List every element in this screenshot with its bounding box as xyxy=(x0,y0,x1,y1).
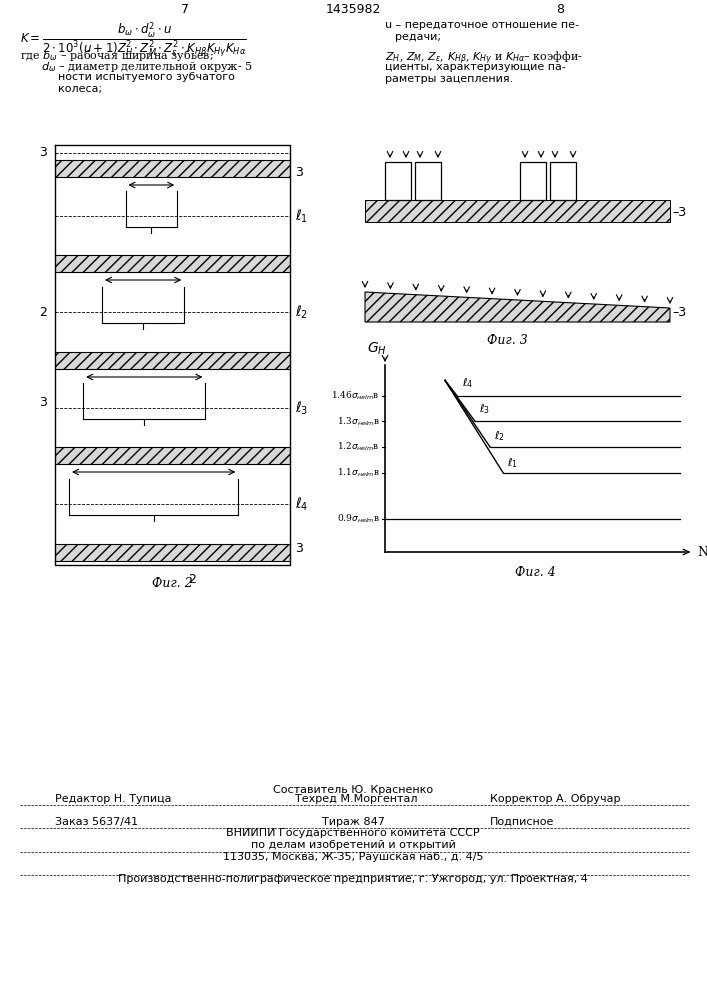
Text: $\ell_1$: $\ell_1$ xyxy=(507,456,518,470)
Text: циенты, характеризующие па-: циенты, характеризующие па- xyxy=(385,62,566,72)
Text: ВНИИПИ Государственного комитета СССР: ВНИИПИ Государственного комитета СССР xyxy=(226,828,480,838)
Text: 1.1$\sigma_{нelm}$в: 1.1$\sigma_{нelm}$в xyxy=(337,466,380,479)
Text: $K = \dfrac{b_{\omega} \cdot d_{\omega}^{2} \cdot u}{2 \cdot 10^{3}(u+1) Z_{H}^{: $K = \dfrac{b_{\omega} \cdot d_{\omega}^… xyxy=(20,20,247,59)
Text: 1435982: 1435982 xyxy=(325,3,380,16)
Bar xyxy=(55,544,290,561)
Text: Корректор А. Обручар: Корректор А. Обручар xyxy=(490,794,621,804)
Text: Техред М.Моргентал: Техред М.Моргентал xyxy=(295,794,418,804)
Bar xyxy=(520,162,546,200)
Text: Составитель Ю. Красненко: Составитель Ю. Красненко xyxy=(273,785,433,795)
Text: 3: 3 xyxy=(39,396,47,410)
Bar xyxy=(55,255,290,272)
Text: $\ell_1$: $\ell_1$ xyxy=(295,207,308,225)
Text: $d_{\omega}$ – диаметр делительной окруж- 5: $d_{\omega}$ – диаметр делительной окруж… xyxy=(20,60,252,74)
Text: $\ell_4$: $\ell_4$ xyxy=(295,495,308,513)
Text: –3: –3 xyxy=(672,306,686,318)
Bar xyxy=(365,200,670,222)
Text: Производственно-полиграфическое предприятие, г. Ужгород, ул. Проектная, 4: Производственно-полиграфическое предприя… xyxy=(118,874,588,884)
Text: $\ell_2$: $\ell_2$ xyxy=(295,303,308,321)
Text: редачи;: редачи; xyxy=(395,32,441,42)
Text: по делам изобретений и открытий: по делам изобретений и открытий xyxy=(250,840,455,850)
Bar xyxy=(55,447,290,464)
Bar xyxy=(385,162,411,200)
Bar xyxy=(55,160,290,177)
Text: $\ell_2$: $\ell_2$ xyxy=(494,429,505,443)
Text: 0.9$\sigma_{нelm}$в: 0.9$\sigma_{нelm}$в xyxy=(337,512,380,525)
Text: $\ell_3$: $\ell_3$ xyxy=(295,399,308,417)
Text: Подписное: Подписное xyxy=(490,817,554,827)
Text: Фиг. 3: Фиг. 3 xyxy=(487,334,528,347)
Text: раметры зацепления.: раметры зацепления. xyxy=(385,74,513,84)
Text: –3: –3 xyxy=(672,206,686,219)
Bar xyxy=(550,162,576,200)
Text: 2: 2 xyxy=(189,573,197,586)
Text: $\ell_4$: $\ell_4$ xyxy=(462,376,473,390)
Text: 1.46$\sigma_{нelm}$в: 1.46$\sigma_{нelm}$в xyxy=(332,389,380,402)
Text: $\ell_3$: $\ell_3$ xyxy=(479,403,490,416)
Text: $Z_H$, $Z_M$, $Z_\varepsilon$, $K_{H\beta}$, $K_{H\gamma}$ и $K_{H\alpha}$– коэф: $Z_H$, $Z_M$, $Z_\varepsilon$, $K_{H\bet… xyxy=(385,50,583,67)
Text: 3: 3 xyxy=(295,542,303,556)
Text: Фиг. 4: Фиг. 4 xyxy=(515,566,556,579)
Text: 1.3$\sigma_{нelm}$в: 1.3$\sigma_{нelm}$в xyxy=(337,415,380,428)
Bar xyxy=(55,352,290,369)
Text: 7: 7 xyxy=(181,3,189,16)
Text: Редактор Н. Тупица: Редактор Н. Тупица xyxy=(55,794,172,804)
Text: N: N xyxy=(697,546,707,558)
Text: Заказ 5637/41: Заказ 5637/41 xyxy=(55,817,138,827)
Text: u – передаточное отношение пе-: u – передаточное отношение пе- xyxy=(385,20,579,30)
Text: Фиг. 2: Фиг. 2 xyxy=(152,577,193,590)
Text: 3: 3 xyxy=(295,165,303,178)
Text: колеса;: колеса; xyxy=(58,84,102,94)
Text: 2: 2 xyxy=(39,306,47,318)
Text: 8: 8 xyxy=(556,3,564,16)
Text: 1.2$\sigma_{нelm}$в: 1.2$\sigma_{нelm}$в xyxy=(337,441,380,453)
Text: ности испытуемого зубчатого: ности испытуемого зубчатого xyxy=(58,72,235,82)
Text: 113035, Москва, Ж-35, Раушская наб., д. 4/5: 113035, Москва, Ж-35, Раушская наб., д. … xyxy=(223,852,484,862)
Text: Тираж 847: Тираж 847 xyxy=(322,817,385,827)
Polygon shape xyxy=(365,292,670,322)
Text: $G_H$: $G_H$ xyxy=(367,341,387,357)
Text: где $b_{\omega}$ – рабочая ширина зубьев;: где $b_{\omega}$ – рабочая ширина зубьев… xyxy=(20,48,214,63)
Text: 3: 3 xyxy=(39,146,47,159)
Bar xyxy=(415,162,441,200)
